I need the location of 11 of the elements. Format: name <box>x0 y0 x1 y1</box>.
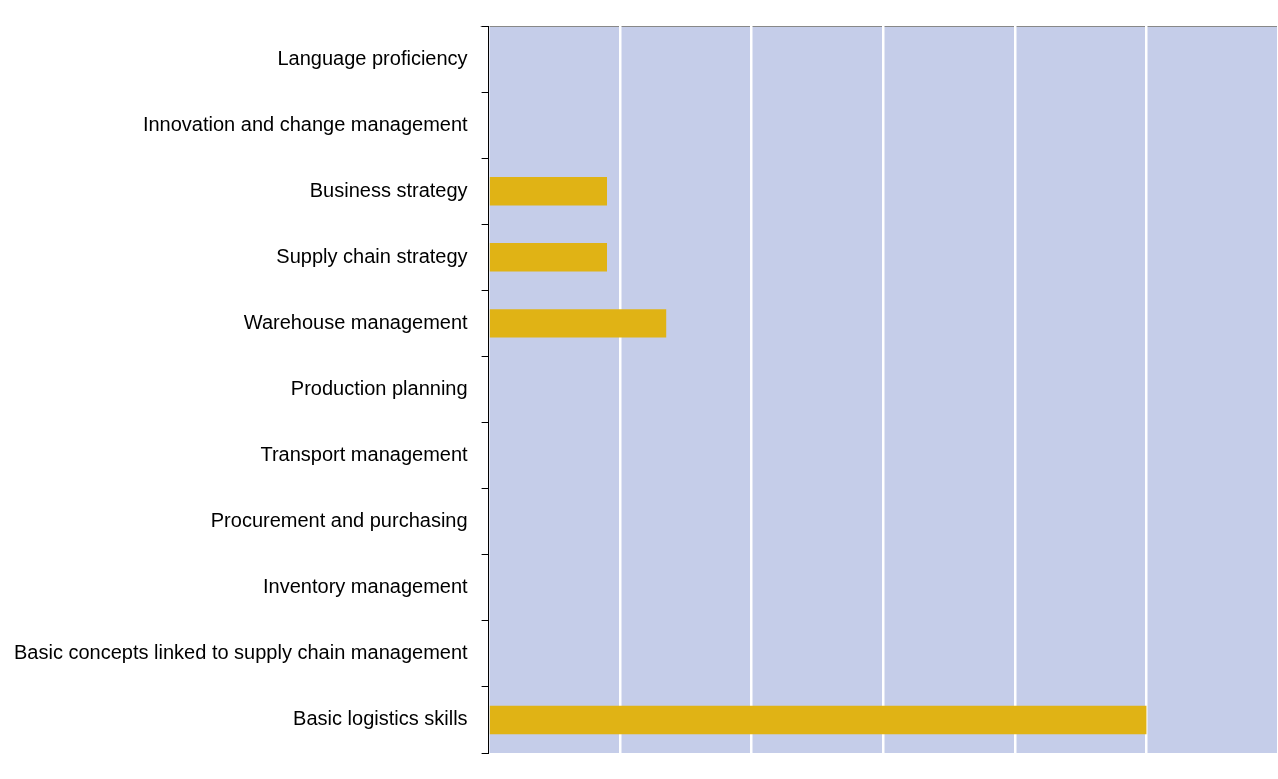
y-tick-label: Production planning <box>290 377 468 400</box>
y-tick-label: Basic concepts linked to supply chain management <box>14 641 469 664</box>
y-tick-label: Transport management <box>260 443 469 466</box>
y-tick-label: Supply chain strategy <box>276 244 468 267</box>
y-tick-label: Business strategy <box>309 178 468 201</box>
y-tick-label: Procurement and purchasing <box>210 509 468 532</box>
y-tick-label: Basic logistics skills <box>293 707 468 730</box>
y-tick-label: Inventory management <box>263 575 469 598</box>
y-tick-label: Innovation and change management <box>142 112 469 135</box>
y-tick-label: Language proficiency <box>277 46 468 69</box>
y-tick-label: Warehouse management <box>243 310 469 333</box>
